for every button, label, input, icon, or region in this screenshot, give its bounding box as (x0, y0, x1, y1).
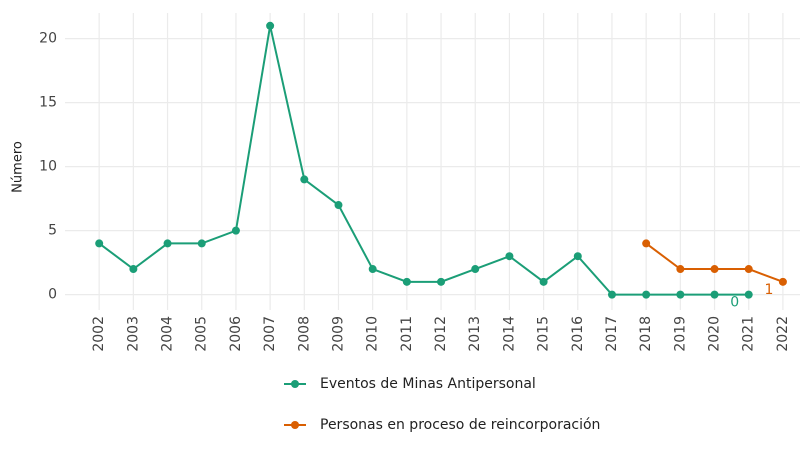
x-tick-label: 2014 (501, 316, 517, 352)
y-tick-label: 20 (39, 31, 57, 47)
data-point (197, 239, 206, 248)
data-point (607, 290, 616, 299)
x-tick-label: 2005 (194, 316, 210, 352)
x-tick-label: 2021 (741, 316, 757, 352)
data-point (437, 277, 446, 286)
data-point (778, 277, 787, 286)
x-tick-label: 2018 (638, 316, 654, 352)
x-tick-label: 2007 (262, 316, 278, 352)
x-tick-label: 2004 (160, 316, 176, 352)
series-line (98, 25, 749, 296)
y-tick-label: 0 (48, 287, 57, 303)
data-point (129, 265, 138, 274)
data-point (539, 277, 548, 286)
y-tick-label: 10 (39, 159, 57, 175)
x-tick-label: 2002 (91, 316, 107, 352)
data-point (163, 239, 172, 248)
x-tick-label: 2022 (775, 316, 791, 352)
y-axis-label: Número (11, 141, 26, 193)
x-tick-label: 2013 (467, 316, 483, 352)
data-point (300, 175, 309, 184)
data-point (231, 226, 240, 235)
x-tick-label: 2016 (570, 316, 586, 352)
x-tick-label: 2003 (125, 316, 141, 352)
x-tick-label: 2009 (330, 316, 346, 352)
data-label: 1 (764, 282, 773, 298)
data-point (266, 21, 275, 30)
data-point (710, 290, 719, 299)
x-tick-label: 2006 (228, 316, 244, 352)
data-point (471, 265, 480, 274)
data-label: 0 (730, 295, 739, 311)
data-point (744, 290, 753, 299)
x-tick-label: 2017 (604, 316, 620, 352)
x-tick-label: 2012 (433, 316, 449, 352)
data-point (402, 277, 411, 286)
y-tick-label: 15 (39, 95, 57, 111)
legend-label: Eventos de Minas Antipersonal (320, 376, 536, 392)
x-tick-label: 2011 (399, 316, 415, 352)
data-point (676, 265, 685, 274)
data-point (368, 265, 377, 274)
x-tick-label: 2010 (365, 316, 381, 352)
data-point (573, 252, 582, 261)
x-tick-label: 2019 (672, 316, 688, 352)
x-tick-label: 2008 (296, 316, 312, 352)
x-tick-label: 2015 (536, 316, 552, 352)
data-point (334, 201, 343, 210)
data-point (676, 290, 685, 299)
legend-marker (291, 380, 299, 388)
data-point (642, 239, 651, 248)
legend-marker (291, 421, 299, 429)
data-point (642, 290, 651, 299)
data-point (710, 265, 719, 274)
data-point (744, 265, 753, 274)
data-point (95, 239, 104, 248)
legend-label: Personas en proceso de reincorporación (320, 417, 600, 433)
x-tick-label: 2020 (707, 316, 723, 352)
data-point (505, 252, 514, 261)
y-tick-label: 5 (48, 223, 57, 239)
